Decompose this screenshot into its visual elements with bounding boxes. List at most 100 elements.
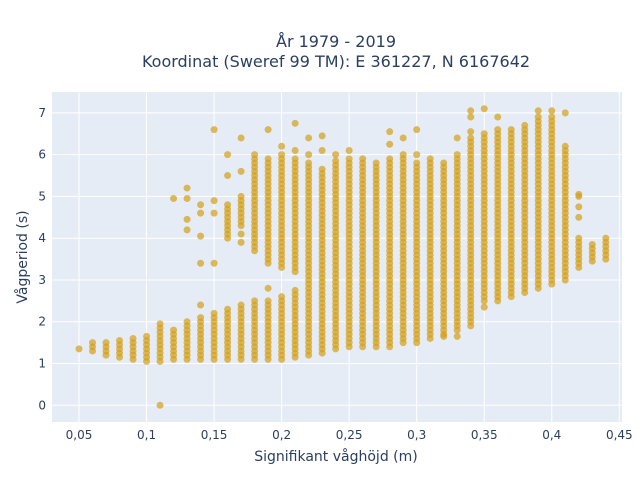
data-point bbox=[467, 128, 475, 136]
y-tick-labels: 0 1 2 3 4 5 6 7 bbox=[38, 106, 46, 412]
data-point bbox=[129, 334, 137, 342]
data-point bbox=[534, 113, 542, 121]
data-point bbox=[143, 332, 151, 340]
x-tick-label: 0,45 bbox=[606, 428, 633, 442]
data-point bbox=[183, 226, 191, 234]
data-point bbox=[197, 259, 205, 267]
data-point bbox=[453, 332, 461, 340]
data-point bbox=[426, 155, 434, 163]
x-tick-label: 0,4 bbox=[542, 428, 561, 442]
data-point bbox=[399, 134, 407, 142]
data-point bbox=[413, 126, 421, 134]
data-point bbox=[264, 284, 272, 292]
data-point bbox=[183, 184, 191, 192]
data-point bbox=[440, 159, 448, 167]
data-point bbox=[588, 240, 596, 248]
chart-title-line1: År 1979 - 2019 bbox=[276, 32, 396, 51]
data-point bbox=[467, 134, 475, 142]
data-point bbox=[480, 105, 488, 113]
data-point bbox=[102, 351, 110, 359]
data-point bbox=[494, 126, 502, 134]
data-point bbox=[575, 190, 583, 198]
x-tick-label: 0,35 bbox=[471, 428, 498, 442]
data-point bbox=[332, 157, 340, 165]
x-tick-label: 0,1 bbox=[137, 428, 156, 442]
data-point bbox=[359, 155, 367, 163]
data-point bbox=[291, 286, 299, 294]
data-point bbox=[386, 140, 394, 148]
data-point bbox=[291, 155, 299, 163]
data-point bbox=[183, 195, 191, 203]
data-point bbox=[197, 201, 205, 209]
data-point bbox=[318, 165, 326, 173]
data-point bbox=[251, 297, 259, 305]
data-point bbox=[332, 151, 340, 159]
data-point bbox=[156, 401, 164, 409]
x-tick-label: 0,15 bbox=[201, 428, 228, 442]
data-point bbox=[210, 197, 218, 205]
data-point bbox=[237, 167, 245, 175]
data-point bbox=[264, 297, 272, 305]
data-point bbox=[237, 192, 245, 200]
y-tick-label: 4 bbox=[38, 231, 46, 245]
data-point bbox=[413, 151, 421, 159]
data-point bbox=[102, 339, 110, 347]
data-point bbox=[521, 121, 529, 129]
x-tick-label: 0,05 bbox=[66, 428, 93, 442]
data-point bbox=[453, 134, 461, 142]
data-point bbox=[183, 215, 191, 223]
data-point bbox=[197, 209, 205, 217]
data-point bbox=[116, 337, 124, 345]
points-layer bbox=[75, 105, 610, 409]
data-point bbox=[237, 230, 245, 238]
data-point bbox=[278, 151, 286, 159]
data-point bbox=[170, 195, 178, 203]
data-point bbox=[237, 134, 245, 142]
data-point bbox=[210, 126, 218, 134]
data-point bbox=[183, 318, 191, 326]
data-point bbox=[318, 146, 326, 154]
data-point bbox=[318, 132, 326, 140]
data-point bbox=[75, 345, 83, 353]
data-point bbox=[305, 134, 313, 142]
data-point bbox=[89, 339, 97, 347]
data-point bbox=[210, 259, 218, 267]
y-tick-label: 3 bbox=[38, 273, 46, 287]
data-point bbox=[534, 107, 542, 115]
chart-title-line2: Koordinat (Sweref 99 TM): E 361227, N 61… bbox=[142, 52, 530, 71]
data-point bbox=[345, 155, 353, 163]
y-tick-label: 1 bbox=[38, 357, 46, 371]
data-point bbox=[210, 209, 218, 217]
data-point bbox=[575, 234, 583, 242]
data-point bbox=[224, 172, 232, 180]
data-point bbox=[291, 146, 299, 154]
y-axis-title: Vågperiod (s) bbox=[14, 210, 31, 303]
x-tick-label: 0,2 bbox=[272, 428, 291, 442]
x-tick-label: 0,25 bbox=[336, 428, 363, 442]
data-point bbox=[224, 201, 232, 209]
data-point bbox=[156, 320, 164, 328]
data-point bbox=[237, 238, 245, 246]
data-point bbox=[507, 126, 515, 134]
data-point bbox=[278, 293, 286, 301]
data-point bbox=[548, 113, 556, 121]
data-point bbox=[224, 305, 232, 313]
data-point bbox=[197, 301, 205, 309]
data-point bbox=[210, 309, 218, 317]
data-point bbox=[453, 151, 461, 159]
data-point bbox=[170, 326, 178, 334]
x-tick-labels: 0,05 0,1 0,15 0,2 0,25 0,3 0,35 0,4 0,45 bbox=[66, 428, 633, 442]
data-point bbox=[602, 234, 610, 242]
data-point bbox=[548, 107, 556, 115]
data-point bbox=[386, 128, 394, 136]
data-point bbox=[386, 155, 394, 163]
data-point bbox=[291, 119, 299, 127]
data-point bbox=[278, 142, 286, 150]
data-point bbox=[399, 151, 407, 159]
x-axis-title: Signifikant våghöjd (m) bbox=[254, 448, 417, 465]
data-point bbox=[224, 151, 232, 159]
data-point bbox=[575, 213, 583, 221]
data-point bbox=[440, 332, 448, 340]
data-point bbox=[480, 303, 488, 311]
